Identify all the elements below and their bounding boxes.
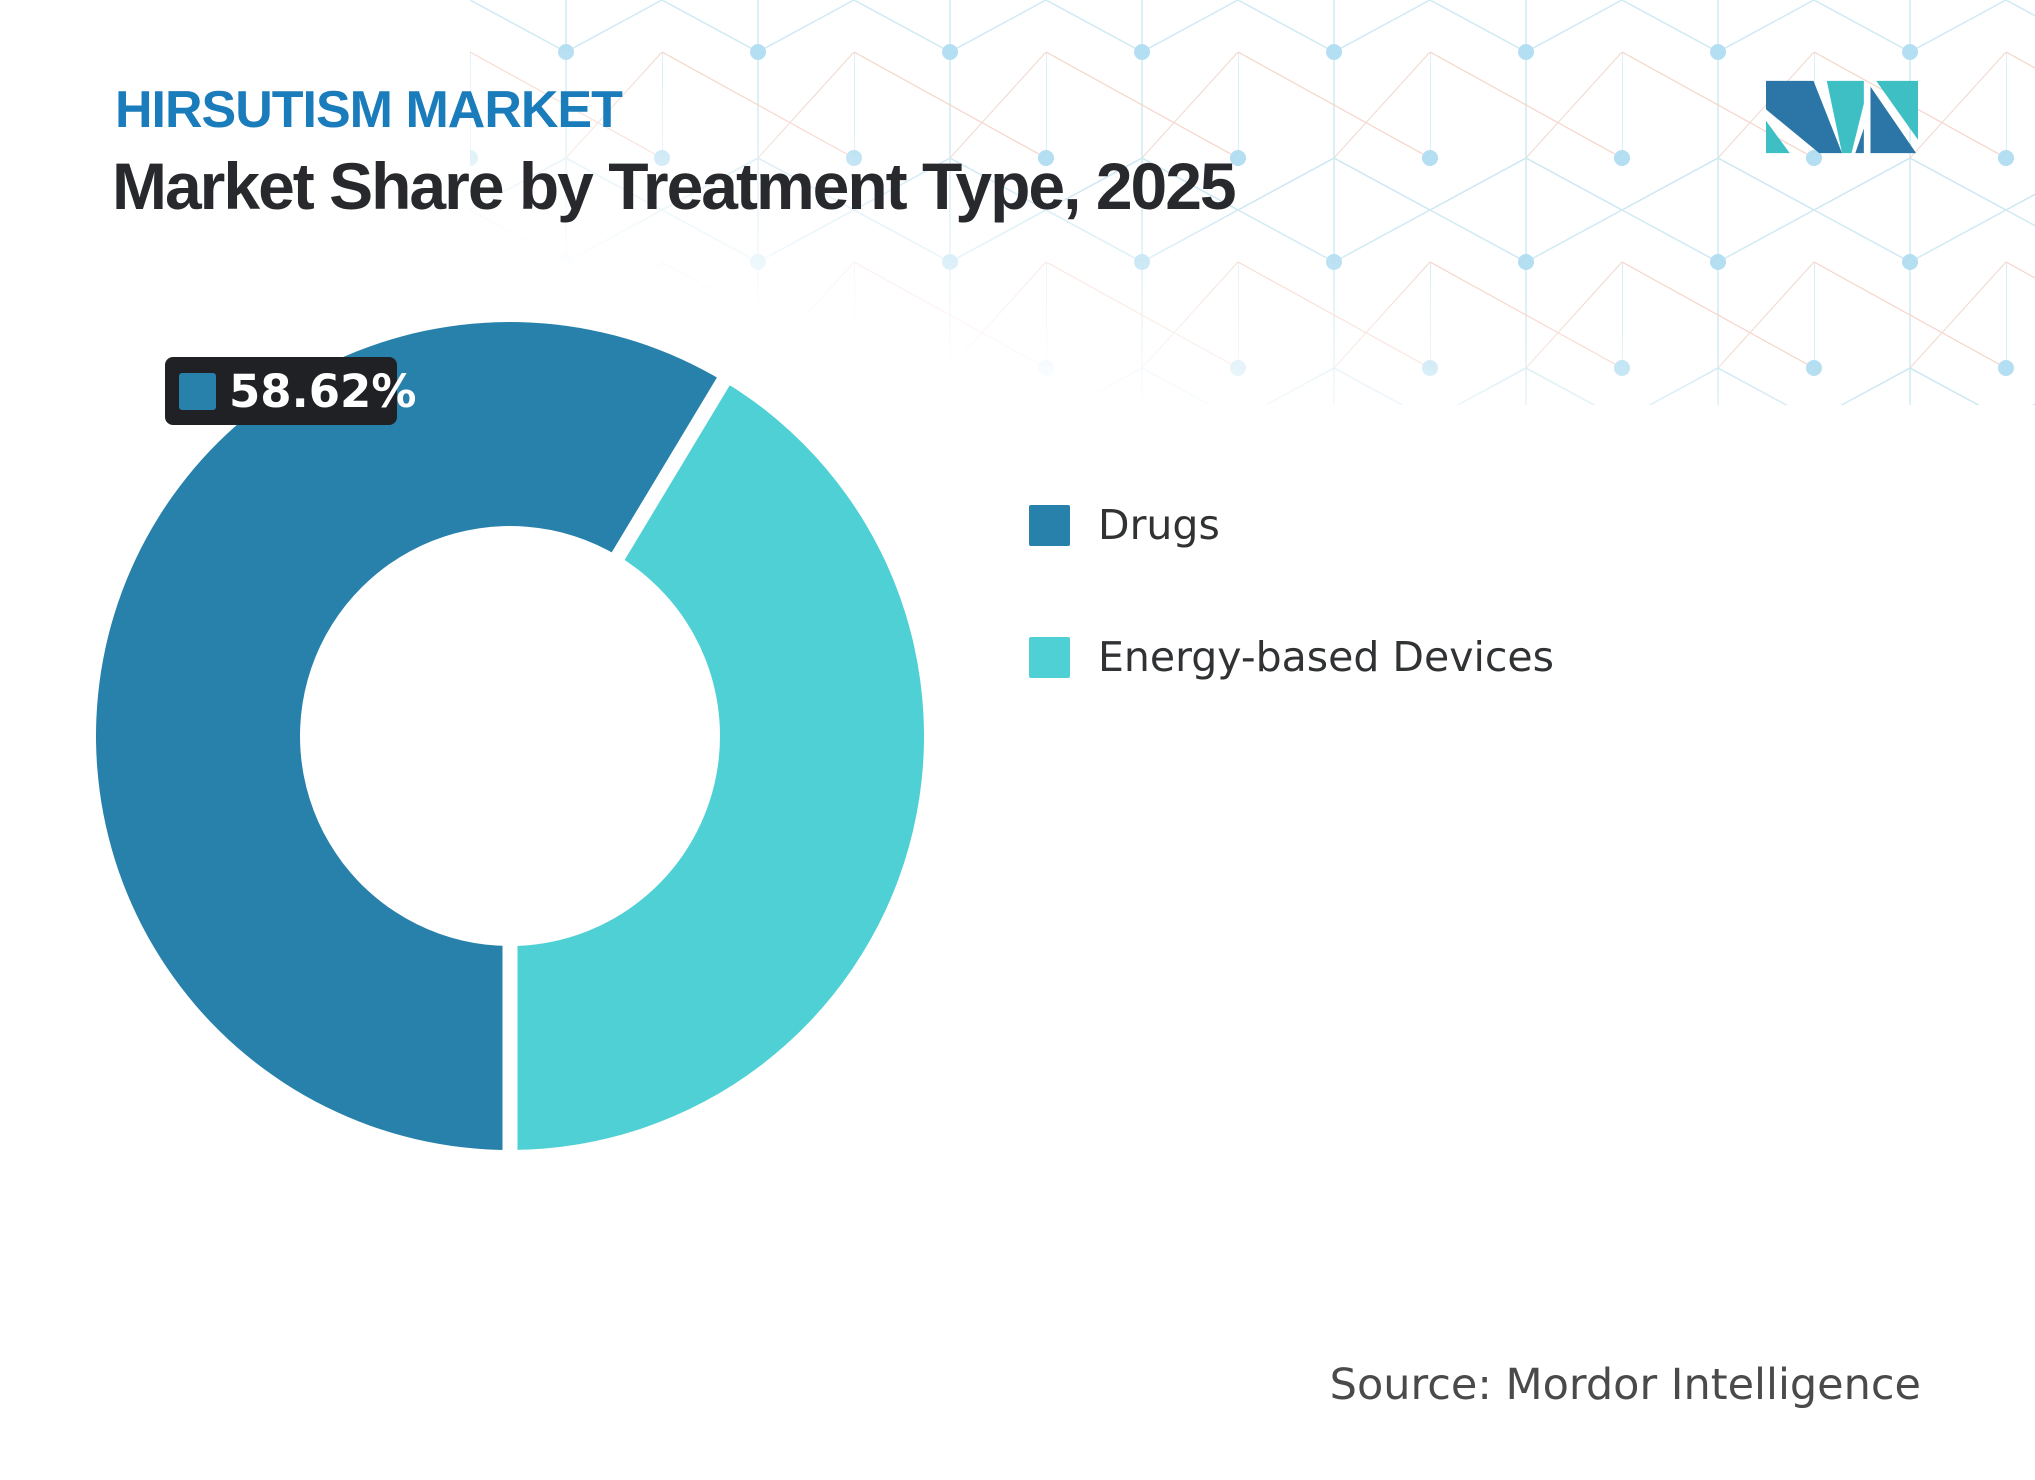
logo-m-left-block [1766, 80, 1864, 154]
donut-slice-energy-based-devices[interactable] [510, 381, 925, 1150]
legend-swatch-energy-based-devices [1029, 637, 1070, 678]
legend-swatch-drugs [1029, 505, 1070, 546]
mordor-intelligence-logo-icon [1766, 80, 1918, 154]
legend-label-drugs: Drugs [1098, 501, 1220, 549]
data-label-swatch [179, 372, 216, 410]
hex-mesh-background [470, 0, 2035, 405]
report-eyebrow-title: HIRSUTISM MARKET [115, 81, 623, 139]
data-label-badge: 58.62% [165, 357, 416, 425]
data-label-value: 58.62% [229, 364, 417, 418]
source-attribution: Source: Mordor Intelligence [1329, 1360, 1921, 1410]
legend-label-energy-based-devices: Energy-based Devices [1098, 633, 1554, 681]
donut-slice-drugs[interactable] [95, 321, 724, 1151]
chart-title: Market Share by Treatment Type, 2025 [112, 149, 1237, 223]
legend-item-drugs[interactable]: Drugs [1029, 505, 1554, 546]
chart-legend: Drugs Energy-based Devices [1029, 505, 1554, 769]
legend-item-energy-based-devices[interactable]: Energy-based Devices [1029, 637, 1554, 678]
logo-i-right-block [1870, 80, 1918, 154]
